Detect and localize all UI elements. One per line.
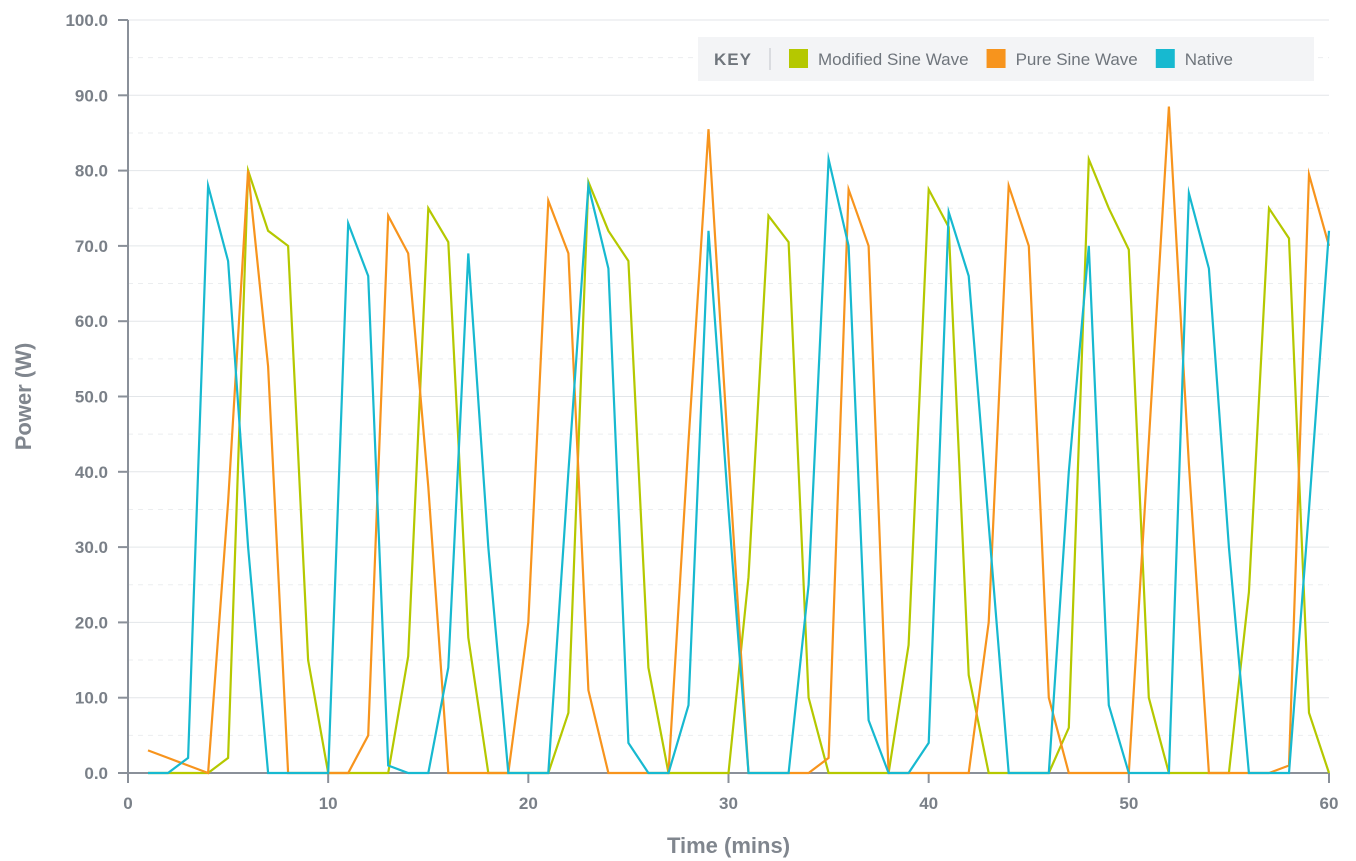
legend-title: KEY [714, 50, 752, 69]
y-tick-label: 0.0 [84, 764, 108, 783]
y-tick-label: 60.0 [75, 312, 108, 331]
legend-entry-label[interactable]: Modified Sine Wave [818, 50, 969, 69]
y-tick-label: 90.0 [75, 86, 108, 105]
y-tick-label: 100.0 [65, 11, 108, 30]
y-axis-title: Power (W) [11, 343, 36, 451]
x-tick-label: 20 [519, 794, 538, 813]
x-tick-label: 50 [1119, 794, 1138, 813]
legend-swatch [789, 49, 808, 68]
x-tick-label: 40 [919, 794, 938, 813]
series-line-modified-sine-wave [148, 154, 1331, 775]
legend-swatch [1155, 49, 1175, 68]
y-tick-label: 40.0 [75, 463, 108, 482]
grid-lines [128, 19, 1329, 736]
series-lines [147, 106, 1331, 775]
y-tick-label: 50.0 [75, 388, 108, 407]
x-tick-label: 60 [1320, 794, 1339, 813]
y-tick-label: 20.0 [75, 613, 108, 632]
legend-entry-label[interactable]: Native [1185, 50, 1233, 69]
x-axis-title: Time (mins) [667, 833, 790, 858]
y-tick-label: 80.0 [75, 162, 108, 181]
y-tick-label: 10.0 [75, 689, 108, 708]
series-line-native [148, 151, 1331, 775]
legend-entry-label[interactable]: Pure Sine Wave [1016, 50, 1138, 69]
x-tick-label: 0 [123, 794, 132, 813]
x-tick-label: 30 [719, 794, 738, 813]
legend-swatch [986, 49, 1006, 68]
x-tick-label: 10 [319, 794, 338, 813]
y-tick-label: 70.0 [75, 237, 108, 256]
legend: KEY Modified Sine Wave Pure Sine Wave Nativ… [698, 37, 1314, 81]
y-tick-label: 30.0 [75, 538, 108, 557]
series-line-pure-sine-wave [147, 106, 1331, 775]
